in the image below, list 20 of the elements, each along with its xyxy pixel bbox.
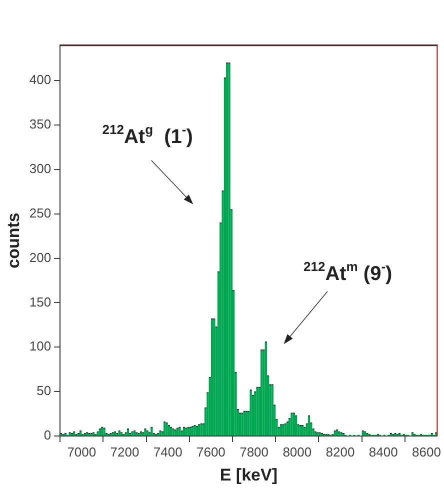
y-axis-title: counts bbox=[4, 212, 23, 268]
y-tick-label: 400 bbox=[29, 72, 52, 88]
x-tick-label: 8600 bbox=[412, 444, 441, 460]
x-tick-label: 8400 bbox=[368, 444, 398, 460]
x-tick-label: 7600 bbox=[196, 444, 226, 460]
y-tick-label: 100 bbox=[29, 338, 52, 354]
x-tick-label: 8200 bbox=[326, 444, 355, 460]
y-tick-label: 0 bbox=[44, 428, 52, 443]
y-tick-label: 350 bbox=[29, 116, 52, 132]
y-tick-label: 200 bbox=[29, 250, 52, 265]
x-axis-title: E [keV] bbox=[220, 465, 278, 484]
x-tick-label: 7800 bbox=[240, 444, 269, 460]
x-tick-label: 7200 bbox=[110, 444, 140, 460]
x-tick-label: 8000 bbox=[282, 444, 312, 460]
x-tick-label: 7000 bbox=[67, 444, 96, 460]
y-tick-label: 300 bbox=[29, 160, 52, 176]
y-tick-label: 150 bbox=[29, 294, 52, 310]
y-tick-label: 50 bbox=[36, 383, 52, 398]
y-tick-label: 250 bbox=[29, 205, 52, 220]
x-tick-label: 7400 bbox=[153, 444, 182, 460]
